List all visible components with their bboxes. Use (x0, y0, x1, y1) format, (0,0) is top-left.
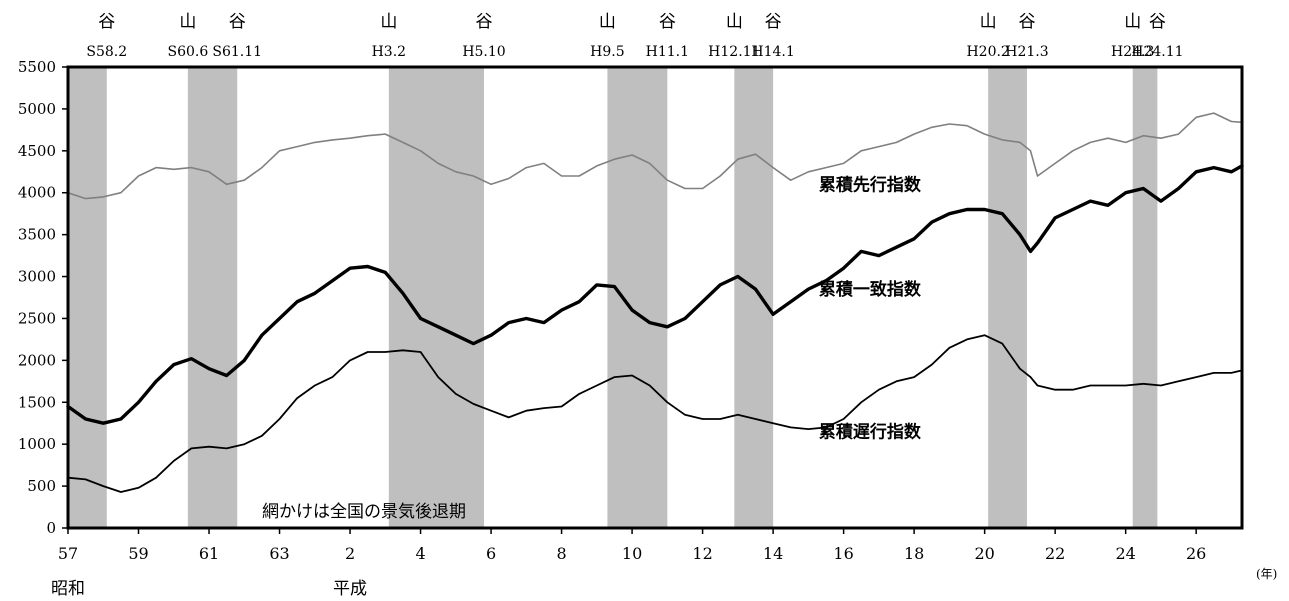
recession-band (607, 67, 668, 528)
turning-points: 谷 S58.2 山 S60.6 谷 S61.11 山 H3.2 谷 H5.10 山 H9.5 谷 H11.… (86, 12, 1183, 60)
series-line (67, 334, 1243, 493)
turning-point-date: S61.11 (212, 44, 262, 60)
series-label: 累積一致指数 (819, 279, 922, 300)
y-tick-label: 5500 (18, 58, 56, 76)
y-tick-label: 2000 (18, 351, 56, 369)
turning-point-type: 谷 (229, 12, 246, 32)
x-tick-label: 22 (1045, 544, 1065, 563)
turning-point-type: 山 (179, 12, 196, 32)
x-tick-label: 20 (974, 544, 994, 563)
era-label: 昭和 (51, 579, 85, 599)
series-label: 累積先行指数 (819, 174, 922, 195)
x-tick-label: 24 (1115, 544, 1135, 563)
y-tick-label: 1000 (18, 435, 56, 453)
series-line (66, 164, 1244, 425)
turning-point-date: H14.1 (751, 44, 794, 60)
y-tick-label: 3000 (18, 268, 56, 286)
turning-point-date: S60.6 (167, 44, 208, 60)
x-unit-label: (年) (1256, 567, 1277, 581)
x-tick-label: 2 (345, 544, 355, 563)
y-tick-label: 1500 (18, 393, 56, 411)
plot-frame (66, 65, 1244, 530)
recession-band (1132, 67, 1158, 528)
series-lines (66, 112, 1244, 493)
turning-point-type: 谷 (1149, 12, 1166, 32)
turning-point-date: S58.2 (86, 44, 127, 60)
turning-point-date: H12.11 (708, 44, 760, 60)
x-tick-label: 16 (833, 544, 853, 563)
y-tick-label: 4500 (18, 142, 56, 160)
y-tick-label: 5000 (18, 100, 56, 118)
x-tick-label: 57 (58, 544, 78, 563)
x-tick-label: 63 (269, 544, 289, 563)
x-tick-label: 59 (128, 544, 148, 563)
recession-band (388, 67, 485, 528)
turning-point-date: H21.3 (1005, 44, 1048, 60)
turning-point-date: H24.3 (1111, 44, 1154, 60)
turning-point-type: 山 (980, 12, 997, 32)
recession-band (187, 67, 238, 528)
turning-point-date: H9.5 (590, 44, 624, 60)
recession-bands (68, 67, 1158, 528)
x-tick-label: 6 (486, 544, 496, 563)
y-tick-label: 2500 (18, 309, 56, 327)
turning-point-type: 谷 (476, 12, 493, 32)
recession-band (734, 67, 774, 528)
turning-point-type: 山 (380, 12, 397, 32)
turning-point-date: H5.10 (462, 44, 505, 60)
turning-point-type: 谷 (98, 12, 115, 32)
x-tick-label: 12 (692, 544, 712, 563)
y-tick-label: 4000 (18, 184, 56, 202)
series-label: 累積遅行指数 (819, 422, 922, 443)
turning-point-date: H3.2 (372, 44, 406, 60)
turning-point-date: H24.11 (1131, 44, 1183, 60)
y-tick-label: 3500 (18, 226, 56, 244)
turning-point-type: 谷 (659, 12, 676, 32)
x-tick-label: 4 (415, 544, 425, 563)
y-tick-label: 500 (27, 477, 56, 495)
turning-point-type: 山 (599, 12, 616, 32)
era-label: 平成 (333, 579, 367, 599)
y-axis: 0 500 1000 1500 2000 2500 3000 3500 4000 4500 5000… (18, 58, 68, 537)
recession-band (68, 67, 107, 528)
x-tick-label: 26 (1186, 544, 1206, 563)
turning-point-date: H20.2 (966, 44, 1009, 60)
x-tick-label: 61 (199, 544, 219, 563)
turning-point-date: H11.1 (646, 44, 689, 60)
recession-band (988, 67, 1027, 528)
turning-point-type: 谷 (1018, 12, 1035, 32)
x-tick-label: 8 (556, 544, 566, 563)
x-tick-label: 10 (622, 544, 642, 563)
y-tick-label: 0 (46, 519, 56, 537)
turning-point-type: 谷 (765, 12, 782, 32)
x-tick-label: 18 (904, 544, 924, 563)
series-line (67, 112, 1243, 200)
x-tick-label: 14 (763, 544, 783, 563)
turning-point-type: 山 (726, 12, 743, 32)
shading-note: 網かけは全国の景気後退期 (262, 502, 466, 522)
turning-point-type: 山 (1124, 12, 1141, 32)
